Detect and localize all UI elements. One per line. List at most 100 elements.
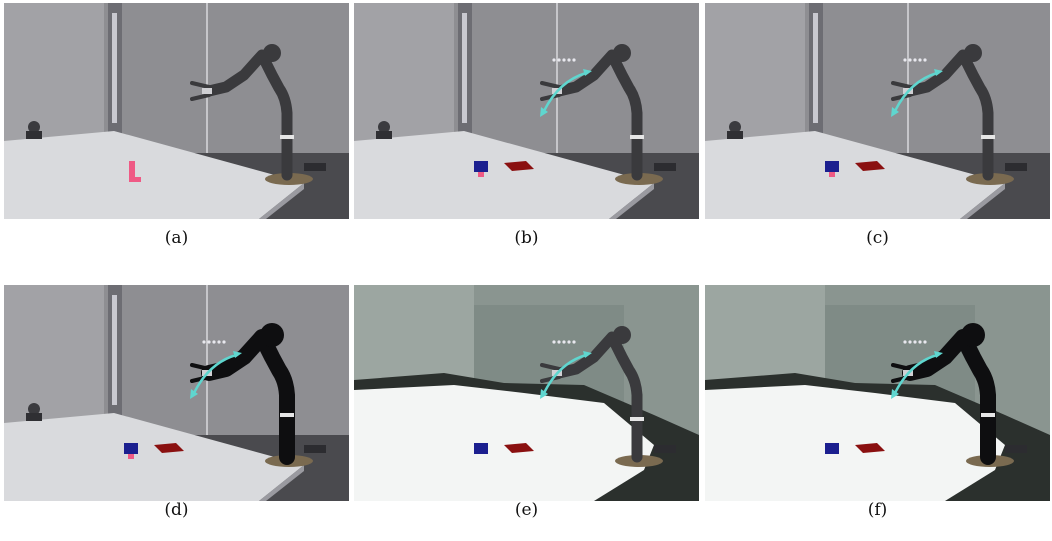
waypoint-dot [552, 58, 556, 62]
camera-stand [26, 131, 42, 139]
waypoint-dot [903, 58, 907, 62]
pink-block [129, 161, 135, 181]
camera-stand [727, 131, 743, 139]
panel-d [4, 285, 349, 501]
caption-c: (c) [866, 228, 889, 248]
caption-b: (b) [514, 228, 539, 248]
trajectory-arrowhead-start [934, 69, 943, 76]
waypoint-dot [557, 58, 561, 62]
waypoint-dot [217, 340, 221, 344]
caption-d: (d) [164, 500, 189, 520]
robot-gripper [540, 363, 561, 383]
table-edge [259, 465, 304, 501]
robot-shoulder [961, 323, 985, 347]
panel-e-image [354, 285, 699, 501]
panel-a [4, 3, 349, 219]
trajectory-arrowhead-end [891, 107, 899, 117]
door-strip [112, 295, 117, 405]
red-target [504, 161, 534, 171]
panel-b-image [354, 3, 699, 219]
panel-a-image [4, 3, 349, 219]
door-strip [462, 13, 467, 123]
table-edge [259, 183, 304, 219]
robot-arm [203, 49, 293, 181]
trajectory-arrow [893, 71, 938, 112]
camera-stand [376, 131, 392, 139]
trajectory-arrowhead-end [540, 389, 548, 399]
panel-b [354, 3, 699, 219]
waypoint-dot [562, 340, 566, 344]
red-target [154, 443, 184, 453]
trajectory-arrowhead-start [583, 351, 592, 358]
trajectory-arrowhead-start [233, 351, 242, 358]
table-top [4, 413, 304, 501]
blue-block [474, 443, 488, 454]
trajectory-arrow [542, 353, 587, 394]
table-edge [609, 183, 654, 219]
waypoint-dot [202, 340, 206, 344]
pink-block-under [128, 454, 134, 459]
waypoint-dot [572, 58, 576, 62]
waypoint-dot [567, 340, 571, 344]
robot-shoulder [613, 326, 631, 344]
waypoint-dot [903, 340, 907, 344]
waypoint-dot [572, 340, 576, 344]
waypoint-dot [567, 58, 571, 62]
camera-device [28, 121, 40, 133]
camera-device [28, 403, 40, 415]
panel-c [705, 3, 1050, 219]
waypoint-dot [908, 58, 912, 62]
robot-clamp [654, 163, 676, 171]
robot-gripper [540, 81, 561, 101]
trajectory-arrow [192, 353, 237, 394]
trajectory-arrowhead-start [583, 69, 592, 76]
table-top [354, 385, 654, 501]
robot-joint-ring [280, 413, 294, 417]
panel-f-image [705, 285, 1050, 501]
robot-joint-ring [630, 135, 644, 139]
trajectory-arrowhead-end [891, 389, 899, 399]
robot-gripper [891, 363, 912, 383]
robot-shoulder [260, 323, 284, 347]
red-target [504, 443, 534, 453]
waypoint-dot [918, 340, 922, 344]
blue-block [124, 443, 138, 454]
blue-block [825, 161, 839, 172]
red-target [855, 443, 885, 453]
pink-block-under [829, 172, 835, 177]
gripper-tip [202, 88, 212, 94]
trajectory-arrowhead-start [934, 351, 943, 358]
waypoint-dot [913, 58, 917, 62]
robot-arm [904, 49, 994, 181]
camera-stand [26, 413, 42, 421]
table-top [354, 131, 654, 219]
robot-shoulder [263, 44, 281, 62]
robot-shoulder [964, 44, 982, 62]
robot-joint-ring [630, 417, 644, 421]
waypoint-dot [552, 340, 556, 344]
red-target [855, 161, 885, 171]
table-top [705, 385, 1005, 501]
waypoint-dot [923, 340, 927, 344]
robot-clamp [304, 445, 326, 453]
robot-joint-ring [981, 135, 995, 139]
waypoint-dot [562, 58, 566, 62]
panel-e [354, 285, 699, 501]
robot-clamp [1005, 163, 1027, 171]
waypoint-dot [557, 340, 561, 344]
camera-device [378, 121, 390, 133]
panel-c-image [705, 3, 1050, 219]
door-strip [112, 13, 117, 123]
blue-block [825, 443, 839, 454]
robot-clamp [654, 445, 676, 453]
robot-clamp [304, 163, 326, 171]
waypoint-dot [923, 58, 927, 62]
panel-f [705, 285, 1050, 501]
waypoint-dot [918, 58, 922, 62]
caption-e: (e) [514, 500, 539, 520]
caption-a: (a) [164, 228, 189, 248]
pink-block-under [478, 172, 484, 177]
robot-arm [553, 49, 643, 181]
blue-block [474, 161, 488, 172]
table-top [4, 131, 304, 219]
